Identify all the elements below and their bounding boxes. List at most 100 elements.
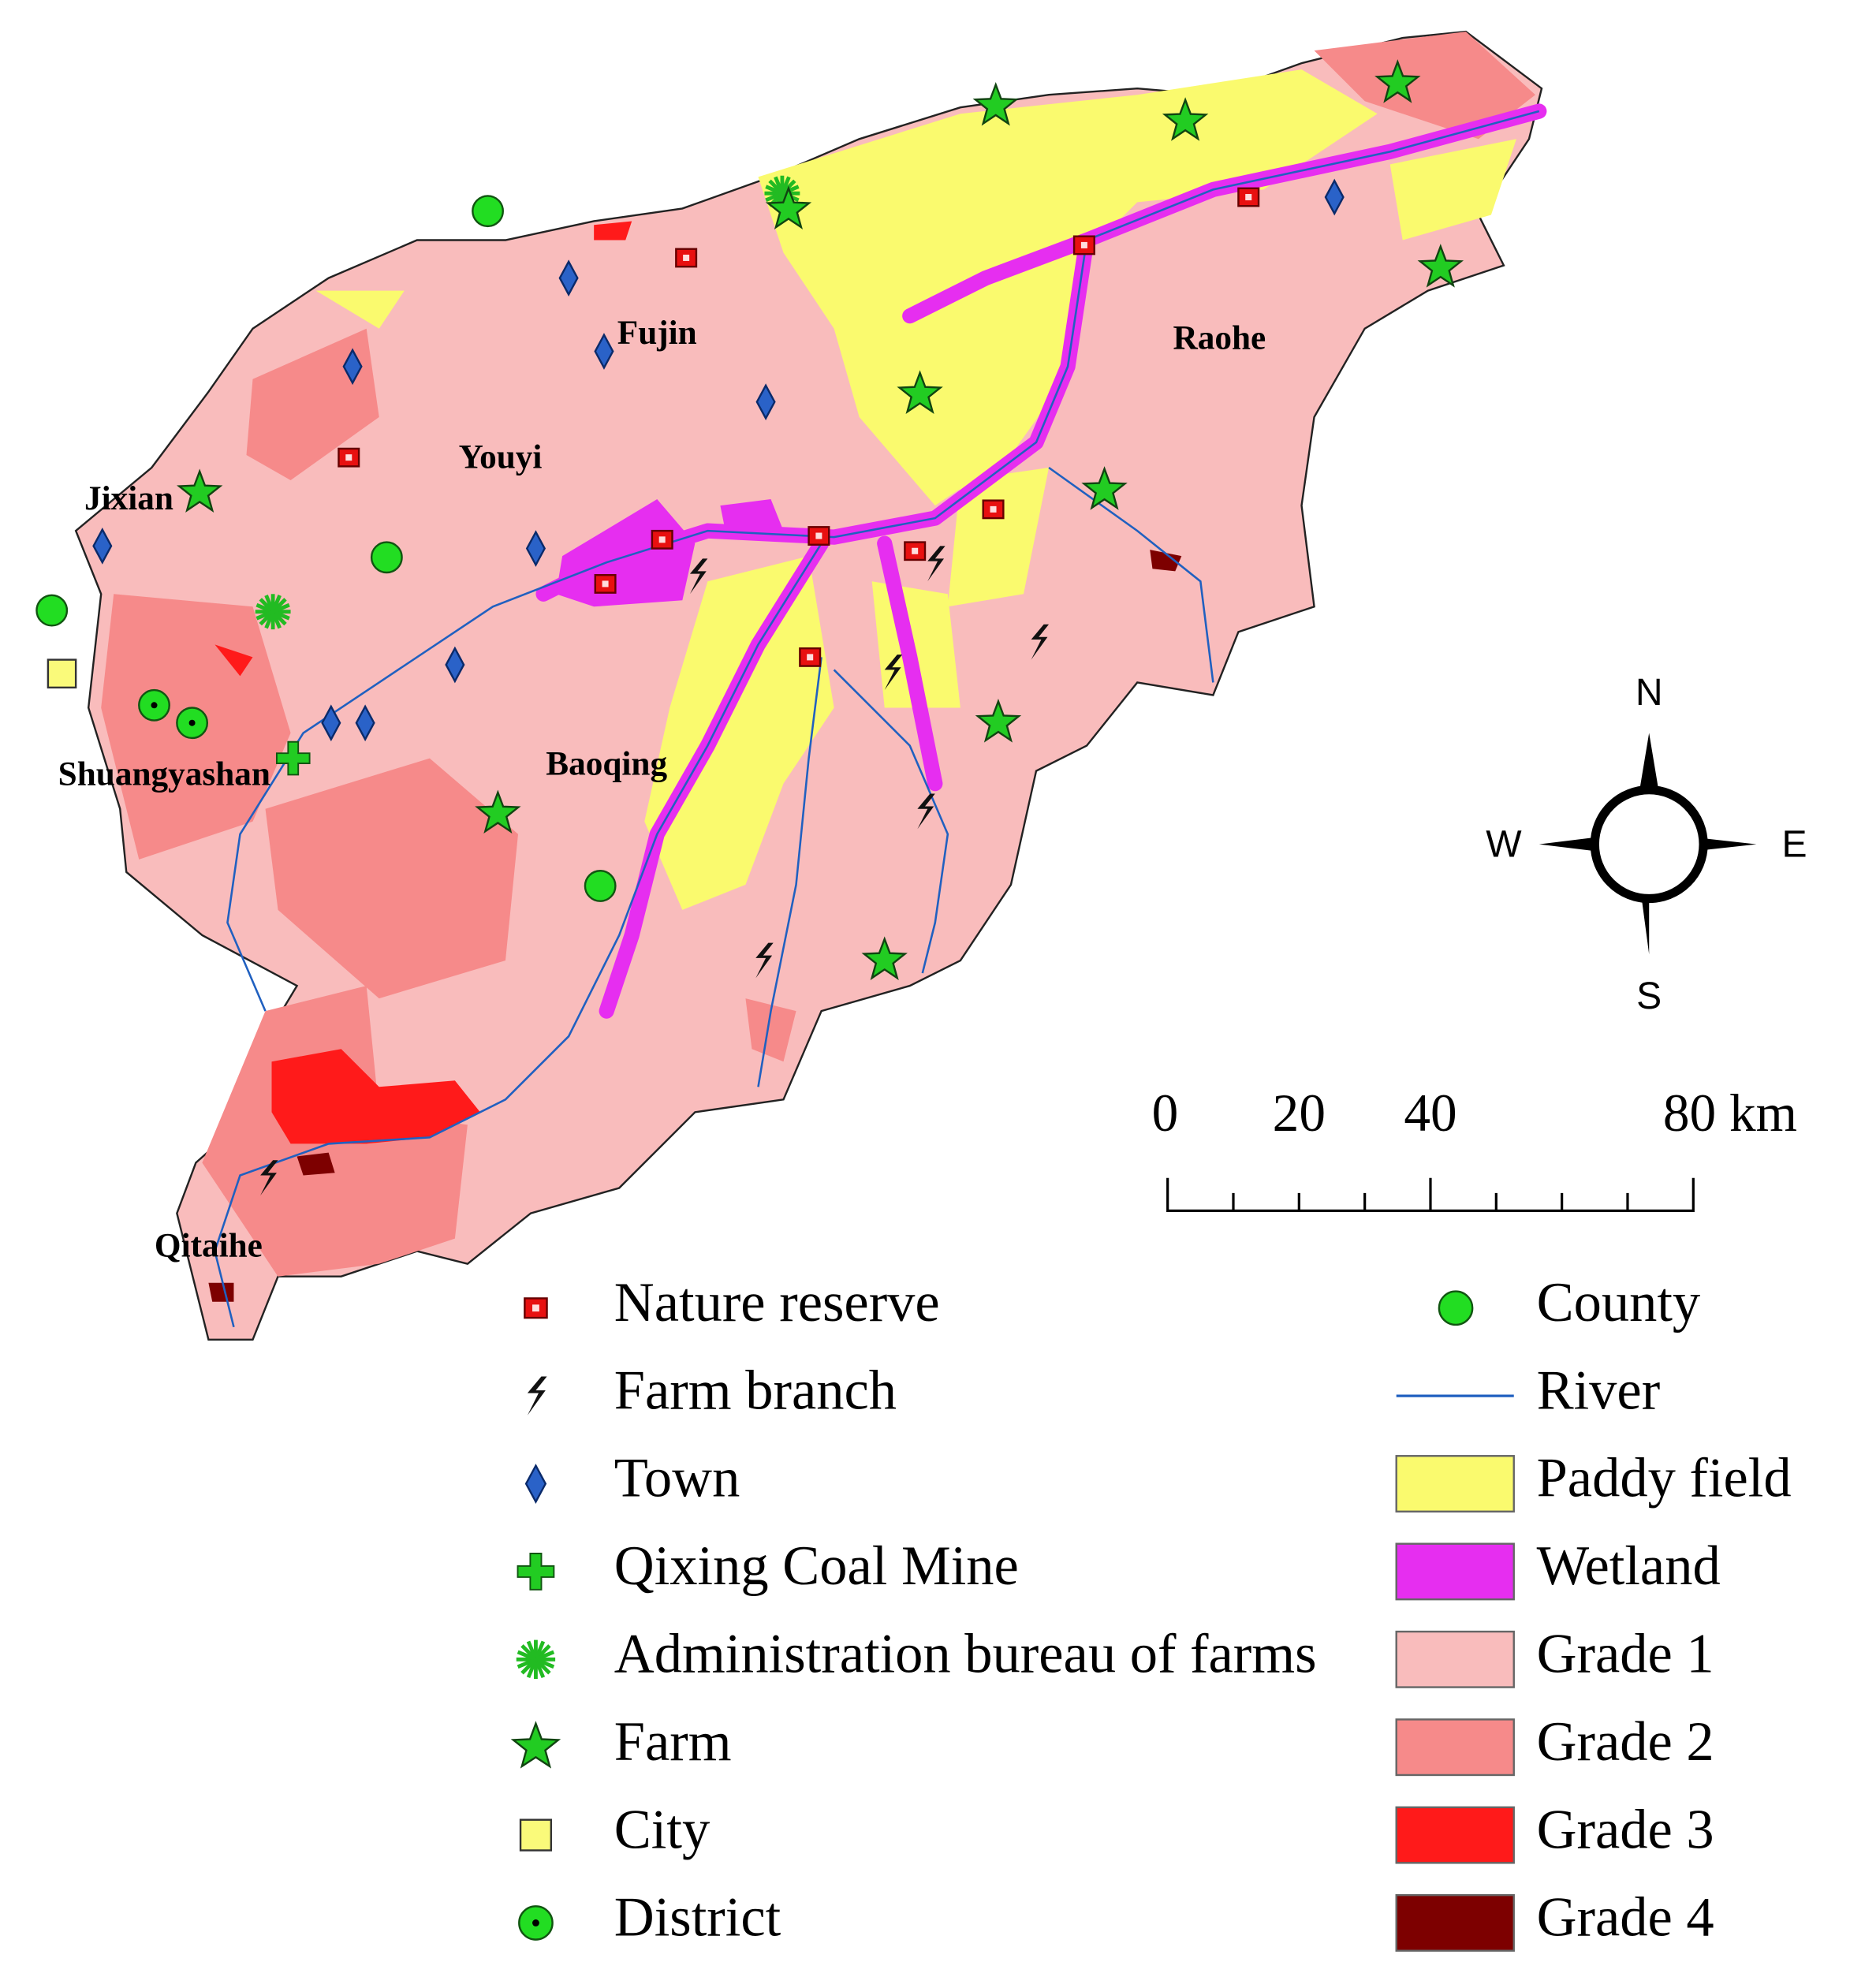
scale-label: 80 km — [1663, 1084, 1797, 1143]
town-symbol — [445, 646, 465, 684]
paddy-field-area — [315, 69, 1516, 910]
farm-branch-symbol — [260, 1160, 278, 1196]
place-label: Youyi — [459, 438, 543, 476]
coal-mine-symbol — [517, 1553, 555, 1591]
county-symbol — [472, 195, 504, 228]
place-label: Jixian — [84, 479, 173, 517]
swatch — [1395, 1630, 1515, 1688]
nature-reserve-symbol — [658, 536, 666, 543]
nature-reserve-symbol — [532, 1304, 539, 1312]
town-symbol — [321, 704, 341, 742]
nature-reserve-symbol — [683, 254, 690, 261]
bureau-symbol — [765, 185, 800, 203]
swatch — [1395, 1542, 1515, 1601]
town-symbol — [755, 383, 776, 421]
scale-label: 0 — [1152, 1084, 1179, 1143]
swatch — [1395, 1894, 1515, 1952]
legend-label: Farm — [614, 1711, 732, 1773]
farm-symbol — [1162, 97, 1209, 141]
town-symbol — [1324, 178, 1345, 216]
compass-label: E — [1781, 822, 1807, 865]
place-label: Baoqing — [546, 745, 667, 783]
county-symbol — [584, 870, 617, 902]
legend-label: Grade 1 — [1537, 1623, 1714, 1684]
legend-label: Qixing Coal Mine — [614, 1535, 1019, 1597]
farm-branch-symbol — [884, 655, 903, 691]
compass: N S W E — [1486, 671, 1807, 1017]
legend-label: Farm branch — [614, 1360, 897, 1421]
city-symbol — [519, 1818, 553, 1852]
farm-symbol — [861, 936, 908, 980]
coal-mine-symbol — [275, 740, 311, 776]
farm-symbol — [972, 81, 1019, 126]
county-symbol — [370, 541, 403, 574]
compass-label: S — [1636, 975, 1662, 1017]
swatch — [1395, 1455, 1515, 1512]
scale-label: 20 — [1273, 1084, 1326, 1143]
nature-reserve-symbol — [1245, 194, 1252, 201]
farm-symbol — [1374, 59, 1421, 103]
legend-label: Town — [614, 1448, 740, 1509]
farm-symbol — [765, 185, 812, 229]
nature-reserve-symbol — [807, 654, 814, 661]
farm-branch-symbol — [1031, 624, 1050, 660]
farm-symbol — [475, 789, 521, 834]
nature-reserve-symbol — [602, 580, 609, 587]
place-label: Shuangyashan — [58, 755, 270, 793]
legend-label: County — [1537, 1272, 1701, 1333]
legend-label: City — [614, 1799, 710, 1860]
place-label: Qitaihe — [155, 1226, 263, 1264]
swatch — [1395, 1806, 1515, 1864]
legend-label: Paddy field — [1537, 1448, 1792, 1509]
nature-reserve-symbol — [815, 532, 822, 539]
legend-label: Grade 3 — [1537, 1799, 1714, 1860]
compass-label: W — [1486, 822, 1522, 865]
county-symbol — [1438, 1290, 1474, 1326]
town-symbol — [558, 259, 579, 297]
town-symbol — [342, 348, 363, 386]
town-symbol — [92, 527, 113, 565]
farm-symbol — [176, 468, 223, 513]
nature-reserve-symbol — [912, 547, 919, 554]
farm-symbol — [1417, 244, 1464, 288]
farm-symbol — [975, 699, 1022, 743]
county-symbol — [35, 594, 69, 627]
land-cover — [74, 30, 1547, 1341]
nature-reserve-symbol — [1080, 241, 1087, 248]
map-symbols — [35, 59, 1464, 1196]
town-symbol — [524, 1464, 547, 1504]
nature-reserve-symbol — [990, 505, 997, 513]
town-symbol — [355, 704, 375, 742]
district-symbol — [188, 719, 196, 726]
place-label: Raohe — [1173, 319, 1266, 357]
farm-branch-symbol — [927, 546, 946, 582]
scale-bar: 0 20 40 80 km — [1152, 1084, 1797, 1212]
legend-label: Grade 4 — [1537, 1887, 1714, 1949]
nature-reserve-symbol — [345, 454, 352, 461]
legend-label: Wetland — [1537, 1535, 1721, 1597]
farm-branch-symbol — [689, 558, 708, 595]
town-symbol — [525, 530, 546, 567]
legend-label: Nature reserve — [614, 1272, 940, 1333]
legend-label: District — [614, 1887, 781, 1949]
legend: Nature reserve Farm branch Town Qixing Coal… — [510, 1272, 1792, 1952]
town-symbol — [594, 333, 614, 370]
river — [214, 110, 1540, 1328]
legend-label: River — [1537, 1360, 1661, 1421]
legend-label: Administration bureau of farms — [614, 1623, 1317, 1684]
farm-symbol — [1081, 466, 1128, 510]
farm-branch-symbol — [755, 942, 774, 979]
farm-symbol — [897, 370, 943, 414]
grade-2-area — [101, 32, 1535, 1277]
district-symbol — [151, 702, 158, 709]
bureau-symbol — [255, 602, 290, 621]
legend-label: Grade 2 — [1537, 1711, 1714, 1773]
scale-label: 40 — [1404, 1084, 1457, 1143]
swatch — [1395, 1718, 1515, 1777]
compass-label: N — [1636, 671, 1663, 714]
place-label: Fujin — [617, 314, 697, 352]
farm-branch-symbol — [527, 1376, 547, 1415]
bureau-symbol — [517, 1650, 555, 1669]
